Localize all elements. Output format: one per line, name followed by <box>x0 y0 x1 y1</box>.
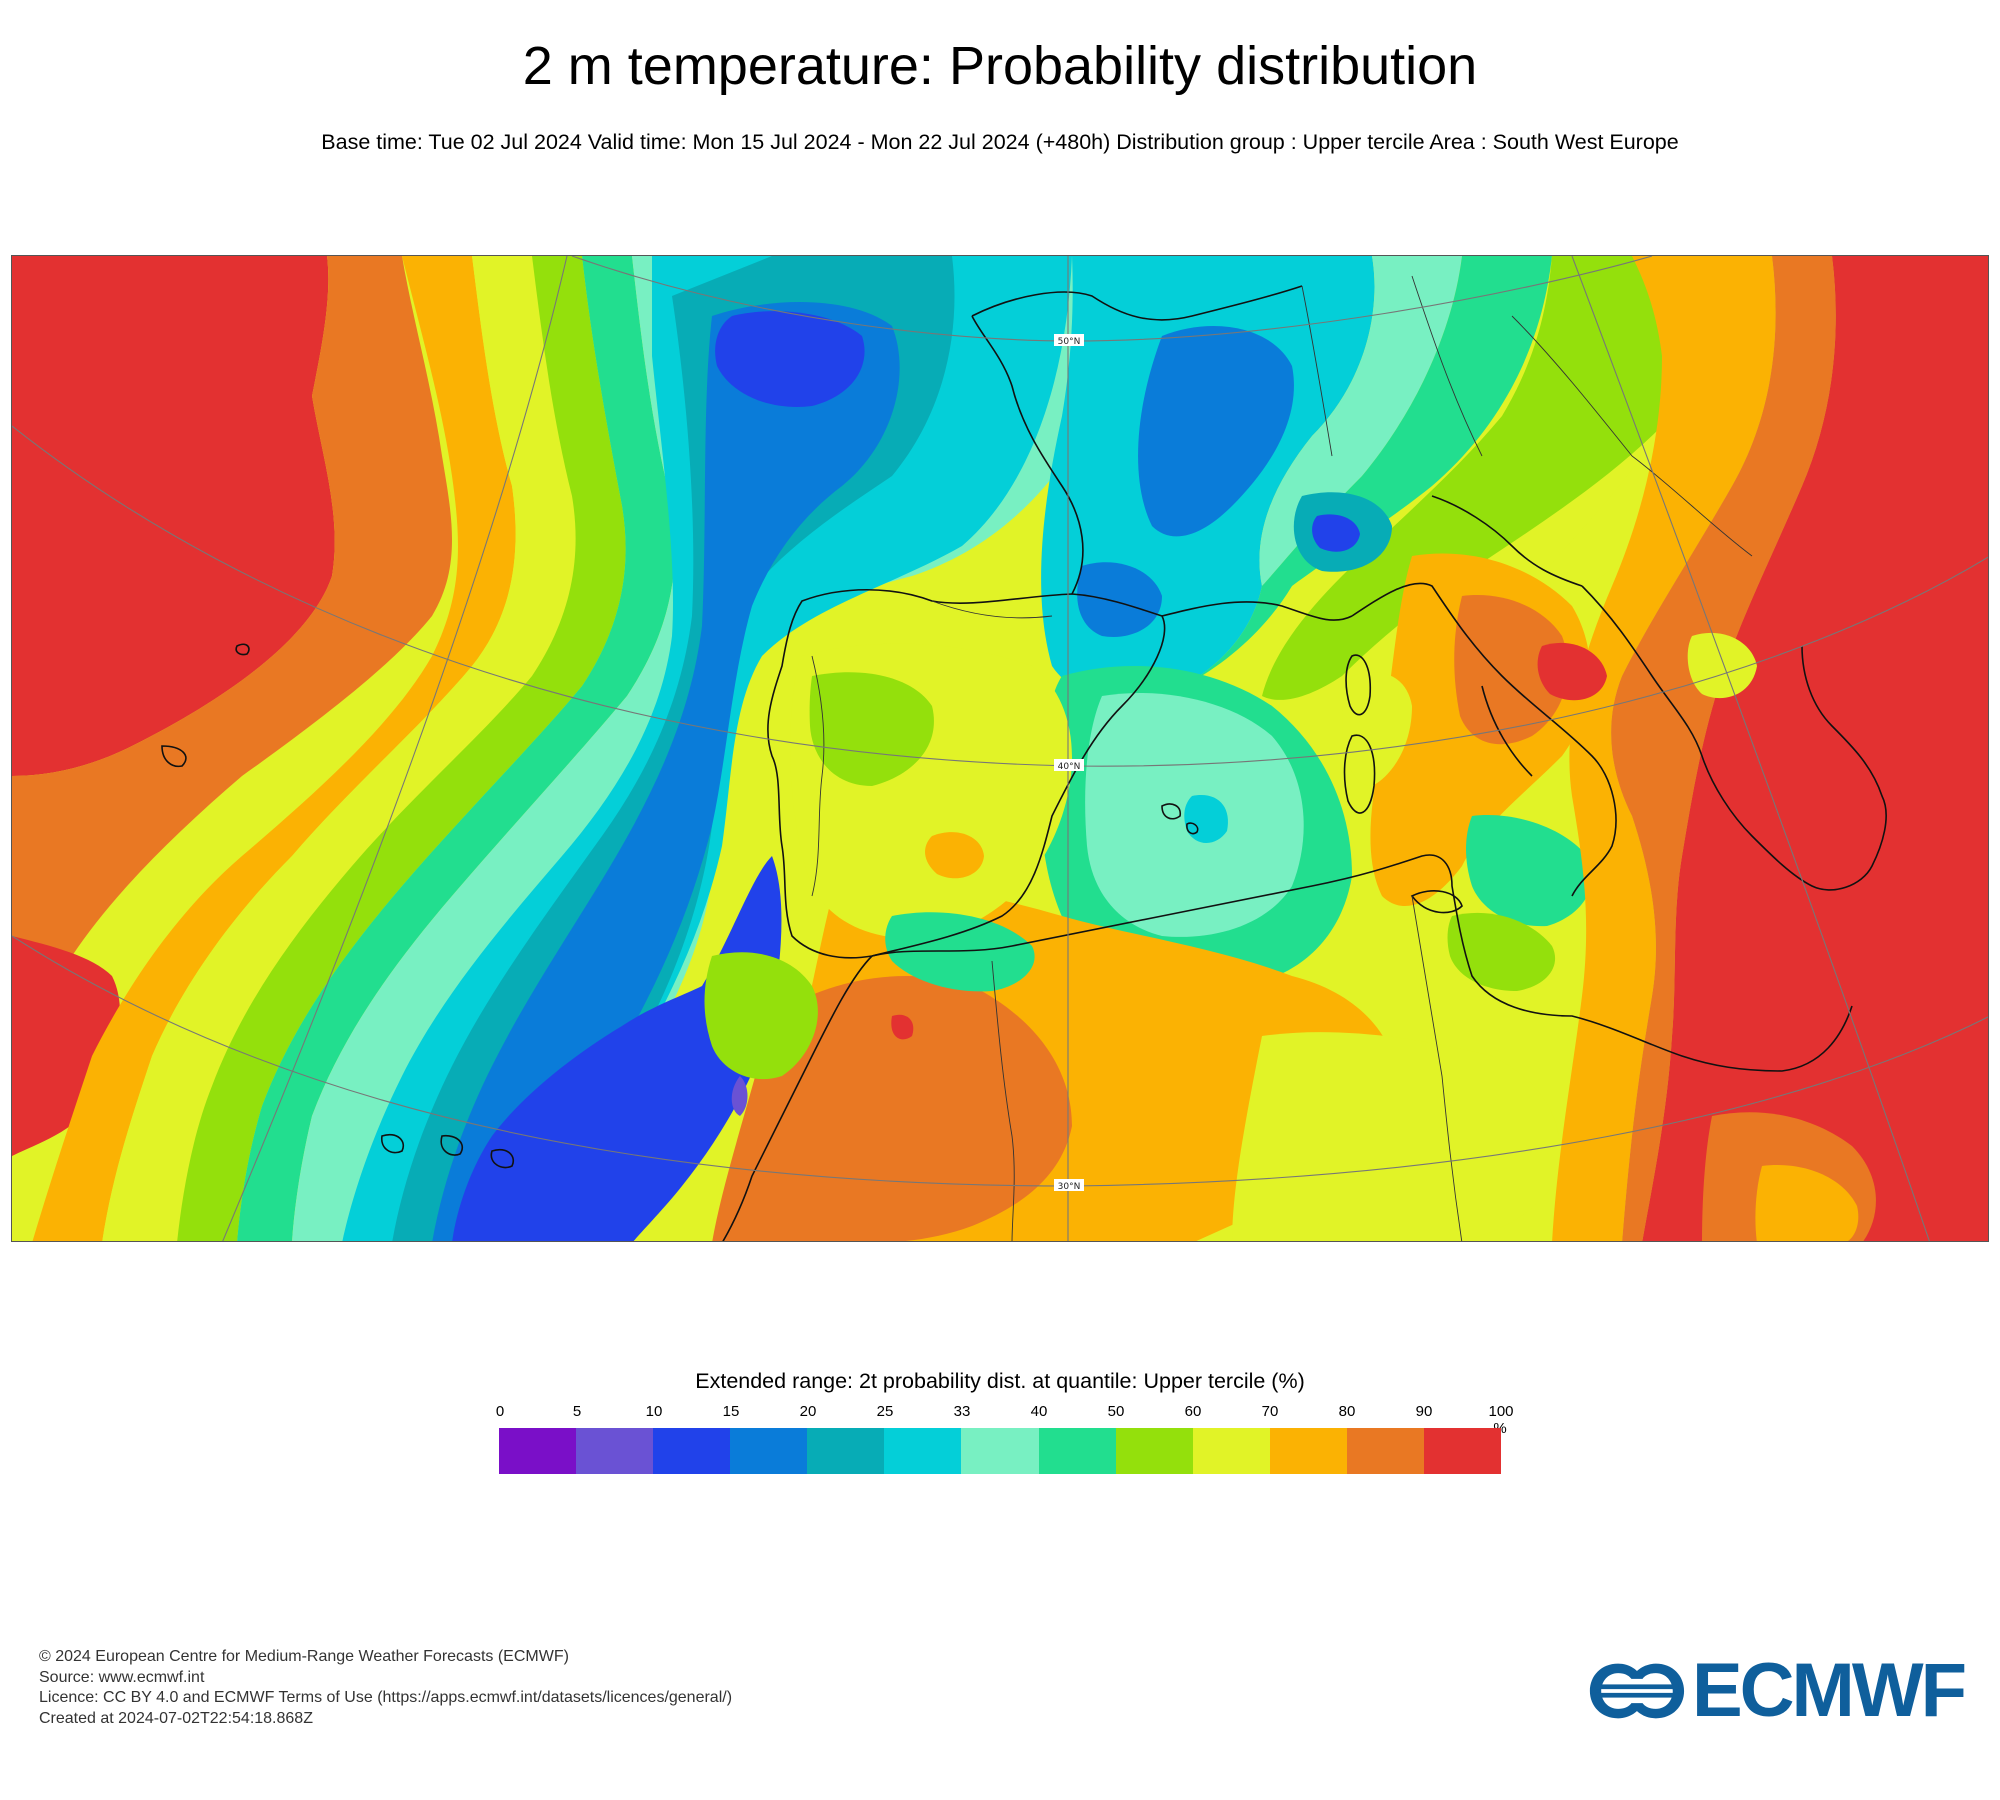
map-region-40-50 <box>1466 815 1593 927</box>
map-region-60-70 <box>1687 632 1757 699</box>
map-region-80-90 <box>1611 256 1836 1241</box>
map-region-25-33 <box>1184 795 1228 844</box>
map-region-50-60 <box>704 952 818 1080</box>
map-region-70-80 <box>1755 1165 1859 1241</box>
legend-tick: 15 <box>722 1403 740 1420</box>
map-region-15-20 <box>1138 326 1294 537</box>
map-region-15-20 <box>1077 562 1162 637</box>
map-region-60-70 <box>1232 1032 1560 1241</box>
legend-swatch <box>1115 1428 1193 1474</box>
legend-tick: 90 <box>1415 1403 1433 1420</box>
coastlines <box>161 285 1887 1241</box>
latitude-label-bg-40n <box>1054 759 1084 771</box>
map-region-90-100 <box>12 256 335 776</box>
border-france-spain <box>931 600 1053 619</box>
legend-swatch <box>653 1428 731 1474</box>
footer-licence: Licence: CC BY 4.0 and ECMWF Terms of Us… <box>39 1689 733 1706</box>
map-region-70-80 <box>32 256 516 1241</box>
footer-copyright: © 2024 European Centre for Medium-Range … <box>39 1648 569 1665</box>
coastline-iberia <box>767 588 1166 959</box>
latitude-line-30n <box>12 935 1988 1187</box>
coastline-corsica-sardinia <box>1343 654 1376 814</box>
probability-map: 50°N 40°N 30°N <box>11 255 1989 1242</box>
map-canvas: 50°N 40°N 30°N <box>12 256 1988 1241</box>
border-algeria-tunisia <box>1411 895 1463 1241</box>
legend-swatch <box>499 1428 577 1474</box>
latitude-label-30n: 30°N <box>1058 1182 1081 1192</box>
meridian-line-east <box>1571 256 1930 1241</box>
ecmwf-logo: ECMWF <box>1588 1648 1967 1733</box>
country-borders <box>811 275 1753 1241</box>
legend-swatch <box>807 1428 885 1474</box>
graticule <box>12 256 1988 1241</box>
footer: © 2024 European Centre for Medium-Range … <box>39 1647 732 1729</box>
legend-tick: 70 <box>1261 1403 1279 1420</box>
map-region-90-100 <box>1642 256 1988 1241</box>
legend-swatch <box>730 1428 808 1474</box>
map-region-50-60 <box>809 672 934 786</box>
map-region-60-70 <box>102 256 576 1241</box>
meridian-line-west <box>222 256 568 1241</box>
coastline-balkans-greece <box>1581 585 1887 891</box>
page-subtitle: Base time: Tue 02 Jul 2024 Valid time: M… <box>321 130 1679 154</box>
border-central-europe <box>1301 275 1753 557</box>
legend-tick: 10 <box>645 1403 663 1420</box>
legend-tick: 60 <box>1184 1403 1202 1420</box>
legend-swatch <box>1346 1428 1424 1474</box>
latitude-label-50n: 50°N <box>1058 337 1081 347</box>
map-region-60-70 <box>1342 672 1412 786</box>
map-region-10-15 <box>1312 514 1360 552</box>
coastline-italy <box>1351 495 1617 897</box>
color-legend-bar <box>499 1428 1502 1474</box>
map-region-40-50 <box>1162 256 1552 696</box>
legend-tick: 50 <box>1107 1403 1125 1420</box>
coastline-north-africa <box>722 854 1853 1241</box>
legend-title: Extended range: 2t probability dist. at … <box>695 1369 1305 1393</box>
latitude-label-bg-30n <box>1054 1179 1084 1191</box>
legend-tick: 20 <box>799 1403 817 1420</box>
page-title: 2 m temperature: Probability distributio… <box>522 36 1478 96</box>
map-region-50-60 <box>177 256 626 1241</box>
map-region-50-60 <box>1262 256 1715 700</box>
legend-tick: 5 <box>572 1403 582 1420</box>
legend-swatch <box>961 1428 1039 1474</box>
legend-swatch <box>1192 1428 1270 1474</box>
map-region-10-15 <box>715 311 865 407</box>
legend-tick: 25 <box>876 1403 894 1420</box>
coastline-france <box>971 285 1353 621</box>
latitude-label-bg-50n <box>1054 334 1084 346</box>
map-region-80-90 <box>1454 595 1568 745</box>
ecmwf-logo-icon <box>1589 1663 1685 1719</box>
legend-tick: 40 <box>1030 1403 1048 1420</box>
map-region-5-10 <box>731 1076 748 1116</box>
map-region-70-80 <box>925 832 984 879</box>
map-region-90-100 <box>1537 642 1607 701</box>
map-region-40-50 <box>885 912 1035 992</box>
legend-swatch <box>576 1428 654 1474</box>
footer-source: Source: www.ecmwf.int <box>39 1668 205 1686</box>
latitude-label-40n: 40°N <box>1058 762 1081 772</box>
map-region-15-20 <box>432 302 900 1241</box>
legend-swatch <box>1269 1428 1347 1474</box>
coastline-islands <box>161 643 1463 1169</box>
legend-swatch <box>1423 1428 1502 1474</box>
map-region-80-90 <box>12 256 452 1056</box>
map-region-90-100 <box>12 936 121 1156</box>
legend-tick: 100 <box>1488 1403 1514 1420</box>
legend-tick: 0 <box>495 1403 505 1420</box>
ecmwf-logo-text: ECMWF <box>1691 1648 1967 1733</box>
border-portugal-spain <box>811 655 825 897</box>
legend-swatch <box>1038 1428 1116 1474</box>
map-region-40-50 <box>237 256 676 1241</box>
footer-created: Created at 2024-07-02T22:54:18.868Z <box>39 1709 313 1727</box>
border-morocco-algeria <box>991 960 1015 1241</box>
map-region-90-100 <box>891 1014 914 1040</box>
map-region-10-15 <box>452 856 782 1241</box>
map-region-50-60 <box>1447 912 1556 991</box>
latitude-labels: 50°N 40°N 30°N <box>1054 334 1084 1192</box>
legend-tick: 80 <box>1338 1403 1356 1420</box>
map-region-70-80 <box>1552 256 1776 1241</box>
legend-tick: 33 <box>953 1403 971 1420</box>
legend-swatch <box>884 1428 962 1474</box>
